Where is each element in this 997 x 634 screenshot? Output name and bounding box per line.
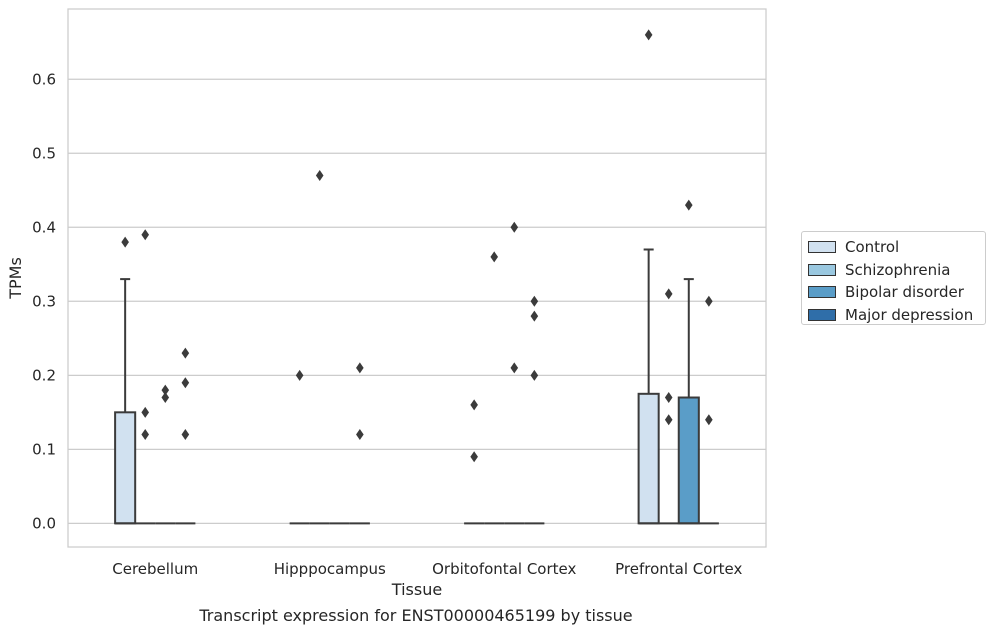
box-body (114, 411, 137, 525)
outlier-point (530, 369, 539, 381)
outlier-point (181, 377, 190, 389)
outlier-point (356, 429, 364, 441)
legend-item: Major depression (808, 304, 985, 327)
box-2-2 (504, 221, 525, 525)
y-axis-label: TPMs (6, 257, 25, 300)
legend-label: Schizophrenia (845, 260, 951, 279)
outlier-point (181, 429, 190, 441)
y-tick-label: 0.2 (32, 366, 56, 384)
box-2-3 (524, 295, 545, 525)
x-tick-labels: Cerebellum Hipppocampus Orbitofontal Corte… (112, 560, 742, 578)
plot-area (67, 8, 767, 548)
chart-caption: Transcript expression for ENST0000046519… (199, 606, 633, 625)
legend-item: Control (808, 236, 985, 259)
outlier-point (315, 170, 324, 182)
outlier-point (510, 221, 519, 233)
outlier-point (470, 451, 478, 463)
y-tick-label: 0.3 (32, 292, 56, 310)
x-tick-label: Orbitofontal Cortex (432, 560, 576, 578)
outlier-point (530, 310, 539, 322)
outlier-point (705, 414, 713, 426)
legend-label: Major depression (845, 305, 974, 324)
outlier-point (664, 392, 673, 404)
outlier-point (684, 199, 693, 211)
x-tick-label: Cerebellum (112, 560, 198, 578)
outlier-point (356, 362, 364, 374)
x-tick-label: Prefrontal Cortex (615, 560, 742, 578)
outlier-point (161, 384, 170, 396)
box-0-3 (175, 347, 196, 525)
box-body (637, 392, 660, 525)
legend-swatch (808, 241, 836, 254)
legend-item: Schizophrenia (808, 259, 985, 282)
box-0-0 (114, 236, 137, 525)
y-tick-label: 0.1 (32, 440, 56, 458)
outlier-point (141, 406, 150, 418)
legend-swatch (808, 286, 836, 299)
box-0-1 (135, 229, 156, 525)
y-tick-label: 0.6 (32, 70, 56, 88)
outlier-point (644, 29, 653, 41)
legend-label: Bipolar disorder (845, 283, 964, 302)
legend-swatch (808, 308, 836, 321)
box-2-1 (484, 251, 505, 525)
y-tick-labels: 0.0 0.1 0.2 0.3 0.4 0.5 0.6 (32, 70, 56, 532)
outlier-point (530, 295, 539, 307)
box-2-0 (464, 399, 485, 525)
outlier-point (141, 229, 150, 241)
legend: Control Schizophrenia Bipolar disorder Majo… (801, 231, 986, 325)
boxes (114, 29, 719, 525)
outlier-point (664, 288, 673, 300)
box-0-2 (155, 384, 176, 525)
box-3-3 (698, 295, 719, 525)
outlier-point (121, 236, 129, 248)
legend-swatch (808, 263, 836, 276)
outlier-point (470, 399, 478, 411)
box-3-2 (677, 199, 700, 525)
outlier-point (181, 347, 190, 359)
y-tick-label: 0.0 (32, 514, 56, 532)
outlier-point (510, 362, 519, 374)
box-1-3 (349, 362, 370, 525)
legend-label: Control (845, 238, 900, 257)
legend-item: Bipolar disorder (808, 281, 985, 304)
box-body (677, 396, 700, 525)
outlier-point (141, 429, 150, 441)
box-3-0 (637, 29, 660, 525)
box-3-1 (658, 288, 679, 525)
box-1-0 (289, 369, 310, 525)
box-1-1 (309, 170, 330, 525)
y-tick-label: 0.4 (32, 218, 56, 236)
outlier-point (664, 414, 673, 426)
outlier-point (295, 369, 304, 381)
x-axis-label: Tissue (391, 580, 442, 599)
x-tick-label: Hipppocampus (274, 560, 386, 578)
outlier-point (705, 295, 713, 307)
y-tick-label: 0.5 (32, 144, 56, 162)
outlier-point (490, 251, 499, 263)
outlier-point (161, 392, 170, 404)
